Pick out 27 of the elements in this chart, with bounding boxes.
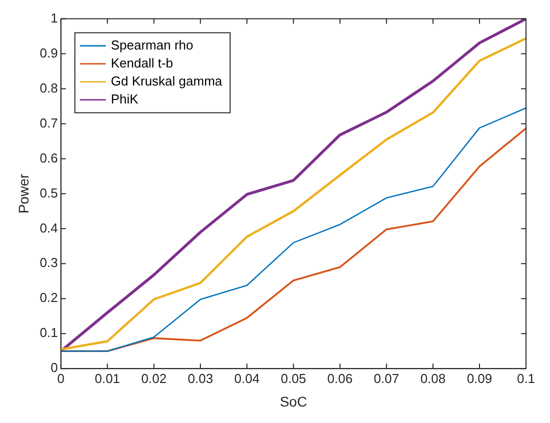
y-tick-label: 1 xyxy=(50,10,58,26)
x-tick-label: 0.05 xyxy=(280,370,306,386)
y-tick-label: 0.4 xyxy=(40,220,58,236)
y-axis-title: Power xyxy=(15,174,32,214)
legend-label: Gd Kruskal gamma xyxy=(110,73,223,88)
y-tick-label: 0.1 xyxy=(40,325,58,340)
legend-label: PhiK xyxy=(110,91,139,106)
y-tick-label: 0.6 xyxy=(40,150,58,166)
y-tick-label: 0 xyxy=(50,360,58,376)
y-tick-label: 0.3 xyxy=(40,255,58,270)
legend-label: Spearman rho xyxy=(110,37,194,52)
x-tick-label: 0.03 xyxy=(188,370,214,386)
x-tick-label: 0.08 xyxy=(420,370,446,386)
x-tick-label: 0.09 xyxy=(466,370,492,386)
y-tick-label: 0.2 xyxy=(40,290,58,306)
y-tick-label: 0.8 xyxy=(40,80,58,96)
x-tick-label: 0.06 xyxy=(327,370,353,386)
y-tick-label: 0.5 xyxy=(40,185,58,200)
x-tick-label: 0.02 xyxy=(141,370,167,386)
legend-label: Kendall t-b xyxy=(110,55,174,70)
x-axis-title: SoC xyxy=(280,393,308,410)
x-tick-label: 0.07 xyxy=(374,370,400,386)
x-tick-label: 0.1 xyxy=(516,370,536,386)
x-tick-label: 0.04 xyxy=(234,370,260,386)
y-tick-label: 0.7 xyxy=(40,115,58,130)
x-tick-label: 0.01 xyxy=(94,370,120,386)
y-tick-label: 0.9 xyxy=(40,45,58,60)
